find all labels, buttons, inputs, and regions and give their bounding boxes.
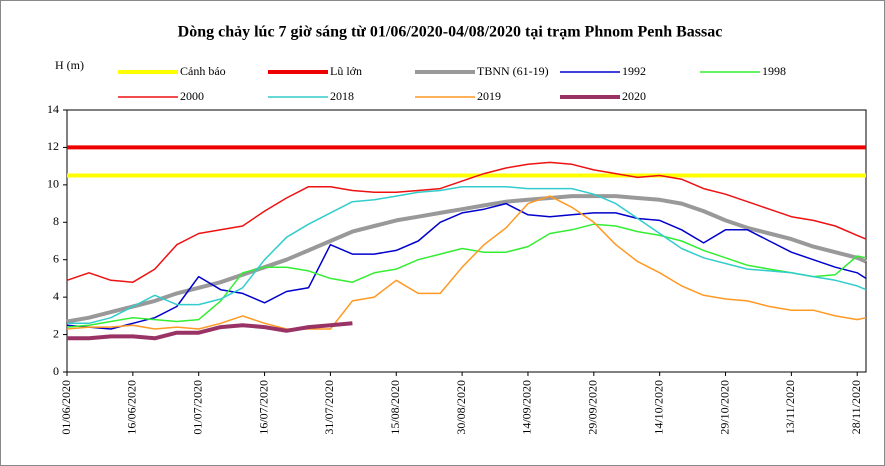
y-tick-label: 8 xyxy=(53,214,59,228)
x-tick-label: 29/10/2020 xyxy=(717,380,731,435)
x-tick-label: 29/09/2020 xyxy=(586,380,600,435)
legend-label: Cảnh báo xyxy=(180,64,226,78)
y-tick-label: 6 xyxy=(53,251,59,265)
plot-area xyxy=(66,109,867,373)
y-tick-label: 10 xyxy=(47,177,59,191)
y-axis-label: H (m) xyxy=(55,58,84,72)
legend-label: 2020 xyxy=(622,89,646,103)
y-tick-label: 2 xyxy=(53,326,59,340)
x-tick-label: 14/10/2020 xyxy=(651,380,665,435)
x-tick-label: 14/09/2020 xyxy=(520,380,534,435)
x-tick-label: 16/06/2020 xyxy=(125,380,139,435)
y-tick-label: 14 xyxy=(47,102,59,116)
x-tick-label: 01/06/2020 xyxy=(59,380,73,435)
legend-label: 2000 xyxy=(180,89,204,103)
series-line xyxy=(66,202,867,330)
x-tick-label: 15/08/2020 xyxy=(388,380,402,435)
legend-label: TBNN (61-19) xyxy=(477,64,549,78)
legend-label: 1992 xyxy=(622,64,646,78)
legend-label: 2018 xyxy=(330,89,354,103)
y-tick-label: 4 xyxy=(53,289,59,303)
series-line xyxy=(66,195,867,330)
x-tick-label: 30/08/2020 xyxy=(454,380,468,435)
legend-label: 2019 xyxy=(477,89,501,103)
x-tick-label: 01/07/2020 xyxy=(190,380,204,435)
series-line xyxy=(66,161,867,283)
legend-label: 1998 xyxy=(762,64,786,78)
series-line xyxy=(66,194,867,324)
x-tick-label: 16/07/2020 xyxy=(256,380,270,435)
x-tick-label: 31/07/2020 xyxy=(322,380,336,435)
series-line xyxy=(67,321,353,341)
chart-title: Dòng chảy lúc 7 giờ sáng từ 01/06/2020-0… xyxy=(178,24,723,41)
legend-label: Lũ lớn xyxy=(330,64,362,78)
x-tick-label: 28/11/2020 xyxy=(849,380,863,434)
y-tick-label: 0 xyxy=(53,364,59,378)
series-line xyxy=(66,223,867,328)
x-tick-label: 13/11/2020 xyxy=(783,380,797,434)
series-line xyxy=(67,185,867,325)
y-tick-label: 12 xyxy=(47,139,59,153)
